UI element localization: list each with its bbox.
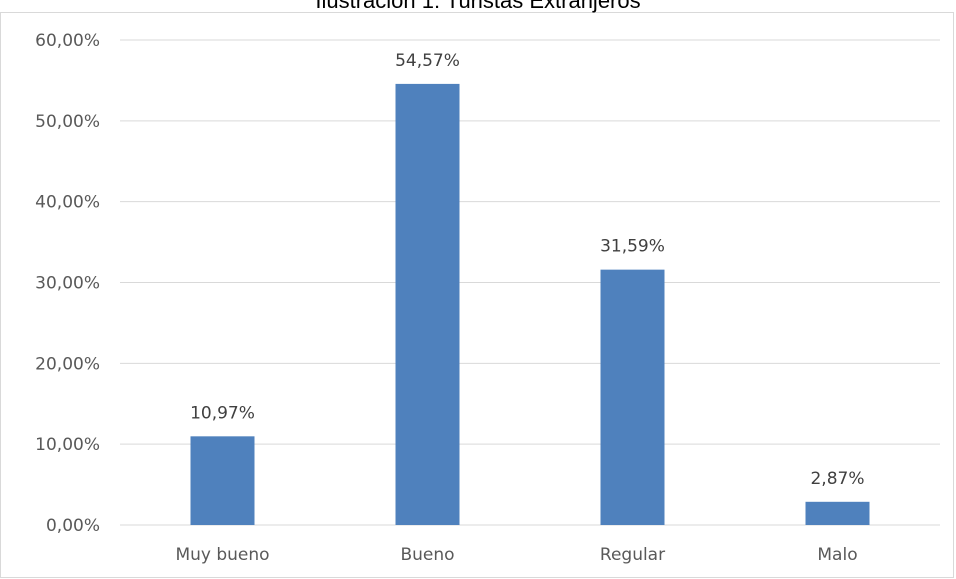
y-tick-label: 0,00% [46,516,100,536]
bar [600,269,665,525]
y-tick-label: 30,00% [35,274,100,294]
y-axis-ticks: 0,00% 10,00% 20,00% 30,00% 40,00% 50,00% 60,00… [35,31,100,536]
data-label: 54,57% [395,51,460,71]
x-tick-label: Muy bueno [175,545,269,565]
data-labels: 10,97% 54,57% 31,59% 2,87% [190,51,864,489]
data-label: 10,97% [190,403,255,423]
x-axis-ticks: Muy bueno Bueno Regular Malo [175,545,857,565]
y-tick-label: 20,00% [35,354,100,374]
x-tick-label: Malo [817,545,857,565]
gridlines [120,39,940,526]
bar [190,436,255,525]
y-tick-label: 10,00% [35,435,100,455]
chart-title: Ilustración 1: Turistas Extranjeros [315,0,641,13]
data-label: 31,59% [600,237,665,257]
x-tick-label: Regular [600,545,665,565]
y-tick-label: 60,00% [35,31,100,51]
y-tick-label: 50,00% [35,112,100,132]
bars [190,83,870,525]
chart-border [0,12,954,578]
data-label: 2,87% [810,469,864,489]
bar [805,501,870,525]
x-tick-label: Bueno [400,545,454,565]
y-tick-label: 40,00% [35,193,100,213]
bar [395,83,460,525]
